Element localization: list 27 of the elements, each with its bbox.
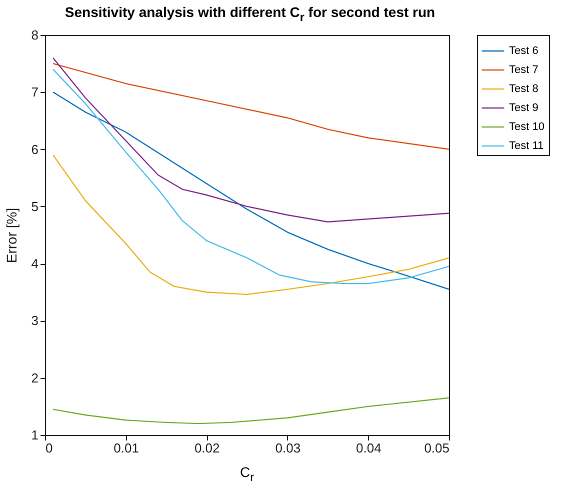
legend-label: Test 11 (509, 140, 544, 152)
y-axis-title: Error [%] (3, 208, 20, 264)
legend-label: Test 10 (509, 121, 544, 133)
line-series (52, 397, 449, 424)
x-tick-label: 0.04 (356, 440, 382, 456)
y-tick-label: 8 (31, 28, 38, 42)
line-series (52, 57, 449, 222)
y-tick-label: 3 (31, 313, 38, 328)
y-tick-label: 5 (31, 198, 38, 214)
x-tick-label: 0.05 (424, 440, 450, 456)
y-tick-label: 6 (31, 142, 38, 157)
y-tick-label: 4 (31, 256, 38, 272)
x-tick-label: 0.03 (275, 440, 301, 456)
legend-label: Test 7 (509, 64, 538, 76)
legend-label: Test 6 (509, 45, 538, 57)
legend-label: Test 9 (509, 102, 538, 114)
x-axis-title: C$_{r}$ (238, 464, 255, 484)
y-tick-label: 2 (31, 370, 38, 386)
line-series (52, 62, 449, 150)
legend-label: Test 8 (509, 83, 538, 95)
y-tick-label: 1 (31, 428, 38, 442)
x-tick-label: 0 (46, 440, 53, 456)
line-series (52, 154, 449, 296)
x-tick-label: 0.01 (114, 440, 139, 456)
chart-title: Sensitivity analysis with different C$_{r}$ for second test run (64, 4, 436, 24)
y-tick-label: 7 (31, 84, 38, 100)
x-tick-label: 0.02 (194, 440, 220, 456)
